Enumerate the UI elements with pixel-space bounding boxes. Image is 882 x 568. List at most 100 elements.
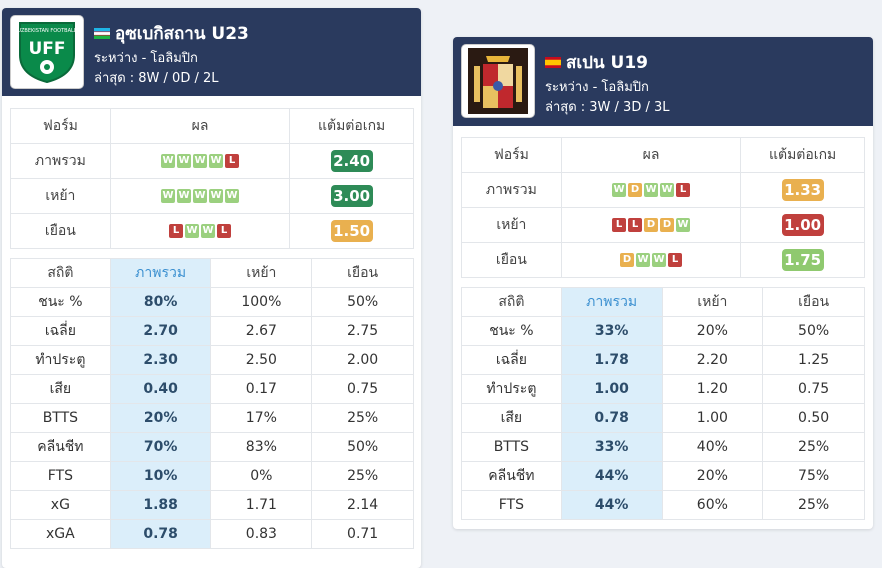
ppg-badge: 3.00 <box>330 185 373 207</box>
stat-away: 2.14 <box>311 490 414 520</box>
stat-away: 75% <box>762 461 865 491</box>
spain-crest-icon <box>468 48 528 114</box>
team-name-text: อุซเบกิสถาน U23 <box>115 24 249 44</box>
win-badge[interactable]: W <box>209 189 224 203</box>
stat-overall: 2.30 <box>109 345 212 375</box>
stat-away: 25% <box>762 432 865 462</box>
win-badge[interactable]: W <box>660 183 675 197</box>
loss-badge[interactable]: L <box>217 224 232 238</box>
loss-badge[interactable]: L <box>612 218 627 232</box>
win-badge[interactable]: W <box>185 224 200 238</box>
win-badge[interactable]: W <box>201 224 216 238</box>
stat-label: เสีย <box>461 403 562 433</box>
result-header: ผล <box>560 137 742 173</box>
logo-text: UFF <box>28 39 65 59</box>
win-badge[interactable]: W <box>177 189 192 203</box>
win-badge[interactable]: W <box>644 183 659 197</box>
stat-home: 83% <box>210 432 313 462</box>
stat-label: BTTS <box>10 403 111 433</box>
overall-tab[interactable]: ภาพรวม <box>560 287 663 317</box>
stat-row: xGA 0.78 0.83 0.71 <box>10 519 414 549</box>
form-row-label: เหย้า <box>10 178 111 214</box>
loss-badge[interactable]: L <box>628 218 643 232</box>
overall-tab[interactable]: ภาพรวม <box>109 258 212 288</box>
stat-overall: 44% <box>560 461 663 491</box>
stat-row: เสีย 0.78 1.00 0.50 <box>461 403 865 433</box>
stat-label: ทำประตู <box>461 374 562 404</box>
stat-overall: 44% <box>560 490 663 520</box>
stat-overall: 33% <box>560 432 663 462</box>
loss-badge[interactable]: L <box>169 224 184 238</box>
uff-shield-icon: UZBEKISTAN FOOTBALL UFF <box>17 22 77 84</box>
stat-home: 20% <box>661 461 764 491</box>
stat-row: BTTS 20% 17% 25% <box>10 403 414 433</box>
stat-row: เสีย 0.40 0.17 0.75 <box>10 374 414 404</box>
loss-badge[interactable]: L <box>668 253 683 267</box>
team-header: UZBEKISTAN FOOTBALL UFF อุซเบกิสถาน U23 … <box>2 8 421 96</box>
stat-overall: 80% <box>109 287 212 317</box>
recent-record: ล่าสุด : 8W / 0D / 2L <box>94 71 219 86</box>
win-badge[interactable]: W <box>676 218 691 232</box>
result-header: ผล <box>109 108 291 144</box>
stat-away: 0.75 <box>762 374 865 404</box>
stat-label: คลีนชีท <box>10 432 111 462</box>
stat-label: FTS <box>461 490 562 520</box>
stat-home: 1.20 <box>661 374 764 404</box>
stat-home: 0.17 <box>210 374 313 404</box>
team-name[interactable]: สเปน U19 <box>545 49 648 76</box>
stat-overall: 0.40 <box>109 374 212 404</box>
stat-label: BTTS <box>461 432 562 462</box>
win-badge[interactable]: W <box>161 189 176 203</box>
loss-badge[interactable]: L <box>225 154 240 168</box>
loss-badge[interactable]: L <box>676 183 691 197</box>
stat-home: 60% <box>661 490 764 520</box>
home-tab[interactable]: เหย้า <box>210 258 313 288</box>
draw-badge[interactable]: D <box>644 218 659 232</box>
competition-label: ระหว่าง - โอลิมปิก <box>545 80 649 95</box>
stat-label: คลีนชีท <box>461 461 562 491</box>
stat-away: 0.71 <box>311 519 414 549</box>
team-header: สเปน U19 ระหว่าง - โอลิมปิก ล่าสุด : 3W … <box>453 37 873 126</box>
win-badge[interactable]: W <box>193 154 208 168</box>
away-tab[interactable]: เยือน <box>311 258 414 288</box>
stat-away: 2.00 <box>311 345 414 375</box>
stat-away: 1.25 <box>762 345 865 375</box>
stat-header: สถิติ <box>10 258 111 288</box>
ppg-badge: 1.50 <box>330 220 373 242</box>
team-logo[interactable] <box>461 44 535 118</box>
win-badge[interactable]: W <box>636 253 651 267</box>
team-logo[interactable]: UZBEKISTAN FOOTBALL UFF <box>10 15 84 89</box>
stat-home: 40% <box>661 432 764 462</box>
stat-row: FTS 44% 60% 25% <box>461 490 865 520</box>
team-name[interactable]: อุซเบกิสถาน U23 <box>94 20 249 47</box>
win-badge[interactable]: W <box>225 189 240 203</box>
stat-row: ชนะ % 80% 100% 50% <box>10 287 414 317</box>
stat-label: xG <box>10 490 111 520</box>
win-badge[interactable]: W <box>193 189 208 203</box>
stat-row: ทำประตู 1.00 1.20 0.75 <box>461 374 865 404</box>
stat-row: ทำประตู 2.30 2.50 2.00 <box>10 345 414 375</box>
win-badge[interactable]: W <box>161 154 176 168</box>
home-tab[interactable]: เหย้า <box>661 287 764 317</box>
form-row-label: เหย้า <box>461 207 562 243</box>
win-badge[interactable]: W <box>652 253 667 267</box>
ppg-badge: 1.33 <box>781 179 824 201</box>
win-badge[interactable]: W <box>177 154 192 168</box>
draw-badge[interactable]: D <box>620 253 635 267</box>
draw-badge[interactable]: D <box>660 218 675 232</box>
win-badge[interactable]: W <box>612 183 627 197</box>
away-tab[interactable]: เยือน <box>762 287 865 317</box>
stat-overall: 0.78 <box>560 403 663 433</box>
stats-table: สถิติ ภาพรวม เหย้า เยือน ชนะ % 33% 20% 50% … <box>461 287 865 520</box>
win-badge[interactable]: W <box>209 154 224 168</box>
stat-overall: 20% <box>109 403 212 433</box>
stat-row: ชนะ % 33% 20% 50% <box>461 316 865 346</box>
stat-away: 0.50 <box>762 403 865 433</box>
draw-badge[interactable]: D <box>628 183 643 197</box>
stat-overall: 1.88 <box>109 490 212 520</box>
